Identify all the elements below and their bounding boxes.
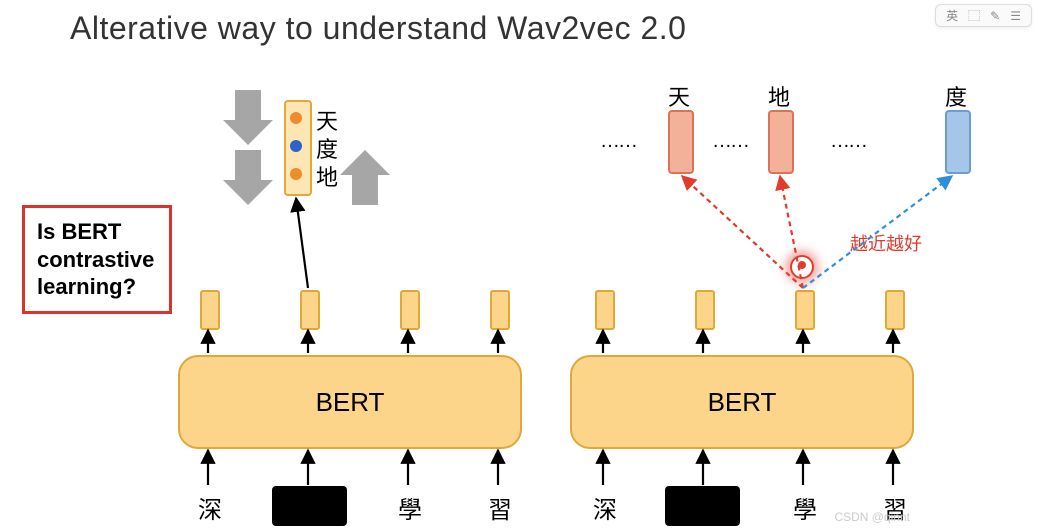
label-di-R: 地 <box>768 80 790 112</box>
input-L0: 深 <box>195 490 225 525</box>
watermark: CSDN @qinnt <box>834 510 910 524</box>
annotation-closer-better: 越近越好 <box>850 230 922 256</box>
token-out-R0 <box>595 290 615 330</box>
label-tian-R: 天 <box>668 80 690 112</box>
token-out-R2 <box>795 290 815 330</box>
input-L3: 習 <box>485 490 515 525</box>
ellipsis-2: …… <box>712 130 748 153</box>
input-R0: 深 <box>590 490 620 525</box>
dot-orange-2 <box>290 168 302 180</box>
token-out-L1 <box>300 290 320 330</box>
candidate-tian <box>668 110 694 174</box>
token-out-L2 <box>400 290 420 330</box>
dot-blue <box>290 140 302 152</box>
label-di-L: 地 <box>316 160 338 192</box>
candidate-di <box>768 110 794 174</box>
bert-label-left: BERT <box>316 387 385 418</box>
bert-label-right: BERT <box>708 387 777 418</box>
token-out-R1 <box>695 290 715 330</box>
token-out-L0 <box>200 290 220 330</box>
label-du-R: 度 <box>945 80 967 112</box>
corner-toolbar: 英 ⬚ ✎ ☰ <box>935 4 1032 27</box>
dot-orange-1 <box>290 112 302 124</box>
hotspot-glow <box>790 255 814 279</box>
bert-box-left: BERT <box>178 355 522 449</box>
bert-box-right: BERT <box>570 355 914 449</box>
candidate-du <box>945 110 971 174</box>
question-box: Is BERT contrastive learning? <box>22 205 172 314</box>
input-L2: 學 <box>395 490 425 525</box>
ellipsis-3: …… <box>830 130 866 153</box>
mask-left <box>272 486 347 526</box>
mask-right <box>665 486 740 526</box>
token-out-R3 <box>885 290 905 330</box>
input-R2: 學 <box>790 490 820 525</box>
token-out-L3 <box>490 290 510 330</box>
ellipsis-1: …… <box>600 130 636 153</box>
page-title: Alterative way to understand Wav2vec 2.0 <box>70 10 686 47</box>
